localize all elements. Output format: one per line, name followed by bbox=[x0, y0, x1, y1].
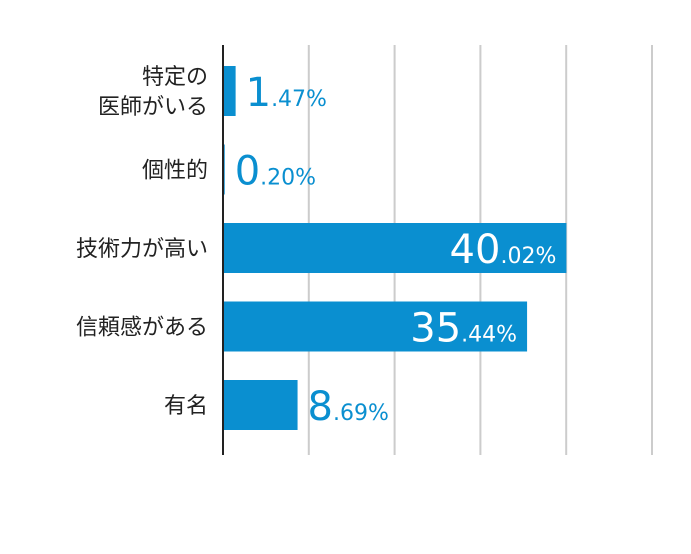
value-labels: 1.47% 0.20% 40.02% 35.44% 8.69% bbox=[235, 70, 557, 430]
category-label-3: 信頼感がある bbox=[76, 316, 208, 341]
category-label-1: 個性的 bbox=[142, 159, 208, 184]
value-label-4: 8.69% bbox=[308, 384, 389, 430]
value-label-2: 40.02% bbox=[450, 227, 557, 273]
value-label-0: 1.47% bbox=[246, 70, 327, 116]
category-label-0: 特定の医師がいる bbox=[98, 65, 208, 120]
bar-3 bbox=[223, 301, 528, 352]
bar-4 bbox=[223, 380, 298, 430]
value-label-1: 0.20% bbox=[235, 149, 316, 195]
bars bbox=[223, 66, 567, 430]
bar-0 bbox=[223, 66, 236, 116]
bar-2 bbox=[223, 223, 567, 273]
value-label-3: 35.44% bbox=[410, 306, 517, 352]
category-label-4: 有名 bbox=[164, 394, 208, 419]
category-label-2: 技術力が高い bbox=[76, 237, 208, 262]
